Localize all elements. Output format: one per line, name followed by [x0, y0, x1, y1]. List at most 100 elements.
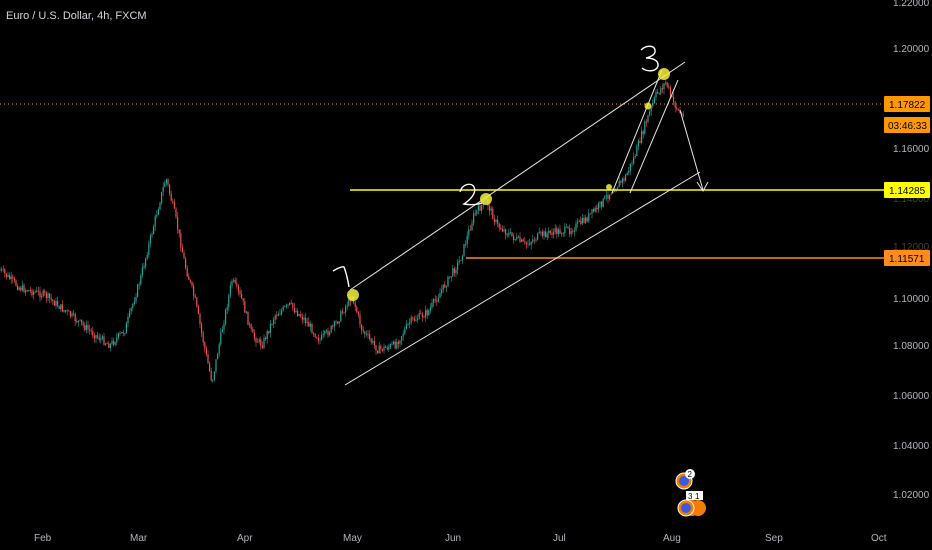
- candle-body: [223, 323, 225, 330]
- inner-channel-upper-line[interactable]: [611, 69, 663, 194]
- wave-1-marker[interactable]: [347, 289, 359, 301]
- candle-body: [481, 205, 483, 211]
- candle-body: [181, 247, 183, 253]
- projection-arrow-line[interactable]: [679, 109, 704, 191]
- candle-body: [324, 331, 326, 334]
- candle-body: [317, 338, 319, 341]
- candle-body: [621, 178, 623, 183]
- candle-body: [410, 317, 412, 323]
- time-tick: Oct: [871, 533, 887, 544]
- candle-body: [365, 333, 367, 335]
- candle-body: [13, 278, 15, 281]
- candle-body: [473, 213, 475, 224]
- candle-body: [151, 233, 153, 236]
- candle-body: [23, 285, 25, 293]
- current-price-tag[interactable]: 1.17822: [884, 96, 930, 112]
- candle-body: [618, 181, 620, 188]
- candle-body: [341, 311, 343, 313]
- candle-body: [609, 194, 611, 199]
- candle-body: [204, 342, 206, 349]
- candle-body: [239, 290, 241, 294]
- candle-body: [241, 293, 243, 299]
- candle-body: [177, 216, 179, 230]
- candle-body: [273, 319, 275, 325]
- candle-body: [495, 219, 497, 222]
- candle-body: [634, 155, 636, 158]
- candle-body: [0, 269, 1, 271]
- event-badge-bottom[interactable]: 3 1: [677, 491, 706, 517]
- candle-body: [354, 302, 356, 307]
- candle-body: [290, 302, 292, 304]
- candle-body: [4, 269, 6, 274]
- candle-body: [306, 322, 308, 323]
- candle-body: [285, 304, 287, 307]
- inner-channel-lower-line[interactable]: [629, 79, 679, 194]
- candle-body: [346, 305, 348, 307]
- candle-body: [178, 229, 180, 234]
- candle-body: [452, 268, 454, 277]
- candle-body: [61, 304, 63, 312]
- candle-body: [188, 276, 190, 280]
- candle-body: [471, 223, 473, 230]
- candle-body: [492, 208, 494, 220]
- candle-body: [186, 268, 188, 277]
- wave-3-marker[interactable]: [658, 68, 670, 80]
- candle-body: [253, 332, 255, 338]
- candle-body: [157, 209, 159, 215]
- candle-body: [314, 333, 316, 337]
- candle-body: [645, 121, 647, 123]
- price-tick: 1.08000: [893, 341, 930, 352]
- candle-body: [613, 191, 615, 193]
- time-axis[interactable]: Feb Mar Apr May Jun Jul Aug Sep Oct: [34, 533, 887, 544]
- candle-body: [103, 336, 105, 345]
- candle-body: [98, 337, 100, 340]
- minor-marker-a[interactable]: [606, 184, 612, 190]
- candle-body: [63, 310, 65, 312]
- candle-body: [642, 131, 644, 134]
- candle-body: [300, 314, 302, 317]
- candle-body: [415, 319, 417, 321]
- candle-body: [521, 239, 523, 242]
- candle-body: [628, 170, 630, 173]
- candle-body: [490, 208, 492, 211]
- candle-body: [335, 321, 337, 323]
- candle-body: [234, 279, 236, 284]
- candle-body: [295, 311, 297, 313]
- channel-upper-line[interactable]: [349, 61, 686, 291]
- candle-body: [559, 229, 561, 234]
- candle-body: [511, 232, 513, 237]
- minor-marker-b[interactable]: [644, 102, 652, 110]
- candle-body: [444, 284, 446, 288]
- candle-body: [39, 291, 41, 298]
- channel-lower-line[interactable]: [344, 171, 701, 386]
- candle-body: [132, 303, 134, 309]
- level-2-price-value: 1.11571: [889, 254, 925, 265]
- level-2-price-tag[interactable]: 1.11571: [884, 250, 930, 266]
- candle-body: [260, 339, 262, 346]
- candle-body: [653, 97, 655, 104]
- candle-body: [343, 312, 345, 314]
- candle-body: [138, 284, 140, 286]
- candle-body: [431, 302, 433, 308]
- candle-body: [537, 233, 539, 240]
- candle-body: [109, 343, 111, 348]
- candle-body: [210, 370, 212, 381]
- candle-body: [412, 317, 414, 319]
- price-tick: 1.20000: [893, 44, 930, 55]
- price-axis[interactable]: 1.22000 1.20000 1.16000 1.14000 1.12000 …: [893, 0, 930, 501]
- event-badge-top[interactable]: 2: [675, 469, 695, 490]
- candle-body: [529, 243, 531, 245]
- candle-body: [117, 333, 119, 338]
- candle-body: [141, 267, 143, 276]
- candle-body: [55, 301, 57, 306]
- candle-body: [213, 371, 215, 380]
- candle-body: [546, 233, 548, 238]
- candle-body: [199, 313, 201, 325]
- candle-body: [21, 285, 23, 291]
- wave-2-marker[interactable]: [480, 193, 492, 205]
- candle-body: [586, 217, 588, 222]
- candle-body: [460, 260, 462, 262]
- support-price-tag[interactable]: 1.14285: [884, 182, 930, 198]
- candle-body: [562, 232, 564, 234]
